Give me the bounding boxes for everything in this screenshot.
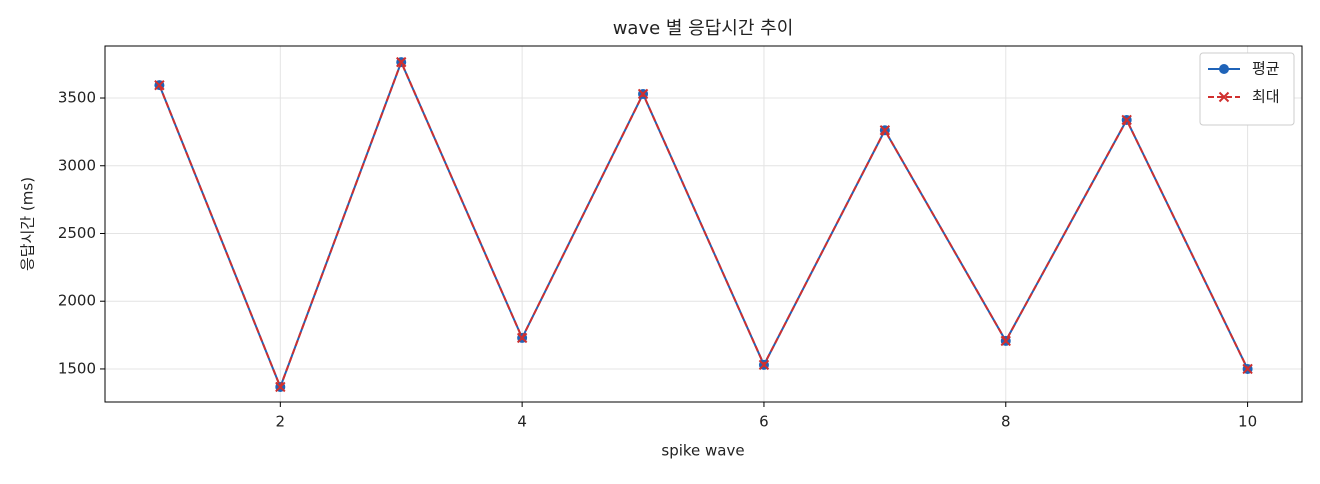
x-tick-label: 8 [1001,413,1011,431]
marker [637,88,649,100]
x-tick-label: 6 [759,413,769,431]
y-axis-label: 응답시간 (ms) [19,177,37,271]
x-tick-label: 10 [1238,413,1257,431]
y-tick-label: 2000 [58,292,96,310]
legend-label: 최대 [1252,88,1280,106]
y-tick-label: 3500 [58,89,96,107]
legend-label: 평균 [1252,60,1280,78]
marker [1218,91,1230,103]
marker [1000,335,1011,347]
y-tick-label: 3000 [58,156,96,174]
x-tick-label: 4 [517,413,527,431]
y-tick-label: 1500 [58,359,96,377]
marker [154,79,165,91]
marker [1219,64,1229,74]
series-line [158,59,1249,390]
marker [516,332,528,344]
marker [879,125,891,136]
marker [1242,363,1253,375]
chart-title: wave 별 응답시간 추이 [613,18,794,39]
legend-box [1199,52,1295,126]
x-axis-label: spike wave [661,442,744,460]
marker [275,381,286,393]
marker [1121,114,1132,126]
marker [758,359,770,371]
x-tick-label: 2 [276,413,286,431]
y-tick-label: 2500 [58,224,96,242]
marker [396,56,407,68]
plot-frame [104,45,1303,403]
series-line [158,59,1249,390]
